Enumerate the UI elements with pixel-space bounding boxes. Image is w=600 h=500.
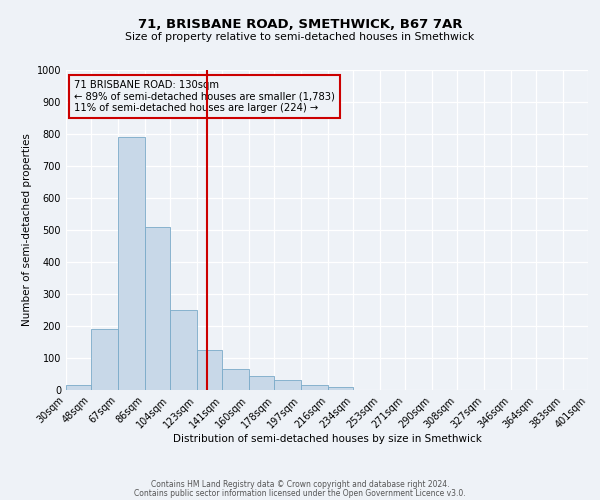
Bar: [328, 387, 353, 390]
Bar: [274, 380, 301, 390]
Bar: [222, 369, 249, 390]
Bar: [301, 385, 328, 390]
Text: Contains HM Land Registry data © Crown copyright and database right 2024.: Contains HM Land Registry data © Crown c…: [151, 480, 449, 489]
X-axis label: Distribution of semi-detached houses by size in Smethwick: Distribution of semi-detached houses by …: [173, 434, 481, 444]
Bar: [91, 329, 118, 390]
Text: 71, BRISBANE ROAD, SMETHWICK, B67 7AR: 71, BRISBANE ROAD, SMETHWICK, B67 7AR: [138, 18, 462, 30]
Bar: [249, 376, 274, 390]
Bar: [118, 137, 145, 390]
Bar: [170, 310, 197, 390]
Text: 71 BRISBANE ROAD: 130sqm
← 89% of semi-detached houses are smaller (1,783)
11% o: 71 BRISBANE ROAD: 130sqm ← 89% of semi-d…: [74, 80, 335, 113]
Y-axis label: Number of semi-detached properties: Number of semi-detached properties: [22, 134, 32, 326]
Bar: [66, 385, 91, 390]
Bar: [145, 227, 170, 390]
Bar: [197, 350, 222, 390]
Text: Contains public sector information licensed under the Open Government Licence v3: Contains public sector information licen…: [134, 489, 466, 498]
Text: Size of property relative to semi-detached houses in Smethwick: Size of property relative to semi-detach…: [125, 32, 475, 42]
